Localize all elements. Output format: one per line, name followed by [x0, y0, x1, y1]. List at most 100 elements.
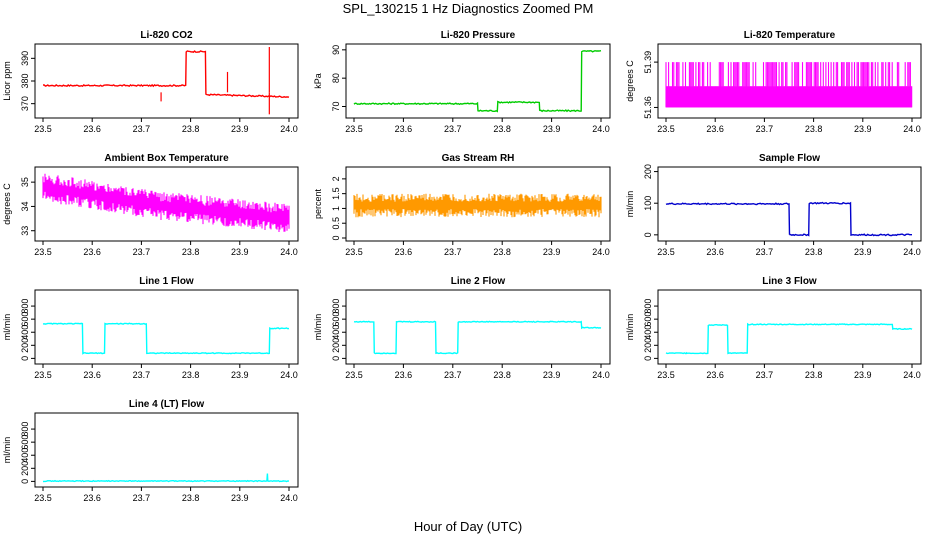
- y-tick-label: 90: [331, 45, 341, 55]
- y-axis-label: ml/min: [625, 314, 635, 341]
- y-tick-label: 200: [331, 338, 341, 353]
- x-tick-label: 23.6: [83, 493, 101, 503]
- x-tick-label: 23.6: [395, 247, 413, 257]
- figure-xlabel: Hour of Day (UTC): [414, 519, 522, 534]
- y-axis-label: kPa: [313, 73, 323, 89]
- series-line: [353, 49, 602, 113]
- y-tick-label: 0: [20, 479, 30, 484]
- x-tick-label: 23.5: [345, 370, 363, 380]
- panels-container: Li-820 CO2 23.5 23.6 23.7 23.8 23.9 24.0 370 380…: [2, 30, 922, 503]
- x-tick-label: 23.5: [34, 247, 52, 257]
- series-line: [665, 322, 913, 355]
- y-tick-label: 0: [331, 356, 341, 361]
- y-tick-label: 70: [331, 101, 341, 111]
- plot-frame: [34, 43, 299, 119]
- chart-panel-1: Li-820 CO2 23.5 23.6 23.7 23.8 23.9 24.0 370 380…: [2, 30, 299, 134]
- y-tick-label: 51.36: [643, 96, 653, 119]
- x-tick-label: 23.9: [231, 370, 249, 380]
- x-tick-label: 23.5: [657, 370, 675, 380]
- x-tick-label: 23.7: [444, 124, 462, 134]
- chart-title: Line 4 (LT) Flow: [129, 399, 205, 410]
- x-tick-label: 23.9: [231, 124, 249, 134]
- x-tick-label: 23.9: [231, 247, 249, 257]
- chart-title: Line 3 Flow: [762, 276, 817, 287]
- y-tick-label: 800: [20, 422, 30, 437]
- y-tick-label: 80: [331, 73, 341, 83]
- y-tick-label: 200: [643, 338, 653, 353]
- y-tick-label: 1: [331, 206, 341, 211]
- chart-title: Line 2 Flow: [451, 276, 506, 287]
- y-tick-label: 100: [643, 196, 653, 211]
- chart-panel-7: Line 1 Flow 23.5 23.6 23.7 23.8 23.9 24.0 0 2004…: [2, 276, 299, 380]
- series-line: [42, 473, 290, 483]
- x-tick-label: 23.6: [83, 370, 101, 380]
- x-tick-label: 23.5: [345, 124, 363, 134]
- x-tick-label: 23.8: [182, 370, 200, 380]
- y-axis-label: Licor ppm: [2, 61, 12, 101]
- x-tick-label: 23.5: [657, 124, 675, 134]
- x-tick-label: 23.5: [657, 247, 675, 257]
- x-tick-label: 23.6: [706, 370, 724, 380]
- plot-frame: [345, 166, 611, 242]
- y-tick-label: 390: [20, 51, 30, 66]
- x-tick-label: 24.0: [903, 370, 921, 380]
- y-tick-label: 600: [643, 312, 653, 327]
- chart-panel-4: Ambient Box Temperature 23.5 23.6 23.7 23.8 2…: [2, 153, 299, 257]
- plot-frame: [34, 166, 299, 242]
- y-axis-label: ml/min: [2, 314, 12, 341]
- y-tick-label: 1.5: [331, 187, 341, 200]
- x-tick-label: 23.7: [133, 247, 151, 257]
- x-tick-label: 24.0: [903, 247, 921, 257]
- x-tick-label: 23.9: [543, 370, 561, 380]
- series-line: [353, 320, 602, 355]
- y-tick-label: 0: [331, 235, 341, 240]
- y-axis-label: ml/min: [2, 437, 12, 464]
- y-tick-label: 800: [20, 299, 30, 314]
- series-line: [43, 50, 290, 99]
- plot-frame: [34, 412, 299, 488]
- x-tick-label: 23.9: [854, 247, 872, 257]
- x-tick-label: 23.6: [706, 247, 724, 257]
- y-tick-label: 2: [331, 176, 341, 181]
- x-tick-label: 23.7: [444, 370, 462, 380]
- chart-panel-8: Line 2 Flow 23.5 23.6 23.7 23.8 23.9 24.0 0 2004…: [313, 276, 611, 380]
- y-tick-label: 200: [643, 164, 653, 179]
- plot-frame: [345, 289, 611, 365]
- x-tick-label: 23.7: [133, 124, 151, 134]
- chart-title: Ambient Box Temperature: [104, 153, 229, 164]
- x-tick-label: 24.0: [280, 247, 298, 257]
- x-tick-label: 23.8: [182, 493, 200, 503]
- series-line: [42, 322, 290, 355]
- plot-frame: [657, 166, 922, 242]
- chart-panel-9: Line 3 Flow 23.5 23.6 23.7 23.8 23.9 24.0 0 2004…: [625, 276, 922, 380]
- chart-panel-10: Line 4 (LT) Flow 23.5 23.6 23.7 23.8 23.9 24.0…: [2, 399, 299, 503]
- x-tick-label: 23.8: [805, 247, 823, 257]
- chart-title: Li-820 Temperature: [744, 30, 836, 41]
- y-axis-label: ml/min: [625, 191, 635, 218]
- plot-frame: [657, 289, 922, 365]
- x-tick-label: 23.6: [83, 247, 101, 257]
- y-tick-label: 200: [20, 338, 30, 353]
- figure-title: SPL_130215 1 Hz Diagnostics Zoomed PM: [343, 1, 594, 16]
- series-line: [42, 173, 290, 232]
- y-tick-label: 0: [20, 356, 30, 361]
- x-tick-label: 23.5: [345, 247, 363, 257]
- y-tick-label: 400: [331, 325, 341, 340]
- plot-frame: [34, 289, 299, 365]
- y-tick-label: 200: [20, 461, 30, 476]
- x-tick-label: 23.6: [83, 124, 101, 134]
- y-axis-label: degrees C: [625, 60, 635, 102]
- y-tick-label: 600: [20, 312, 30, 327]
- chart-title: Li-820 CO2: [140, 30, 193, 41]
- chart-title: Li-820 Pressure: [441, 30, 516, 41]
- y-tick-label: 0: [643, 356, 653, 361]
- x-tick-label: 23.7: [756, 247, 774, 257]
- x-tick-label: 23.8: [493, 370, 511, 380]
- x-tick-label: 23.9: [543, 124, 561, 134]
- chart-title: Line 1 Flow: [139, 276, 194, 287]
- x-tick-label: 23.9: [854, 124, 872, 134]
- x-tick-label: 24.0: [280, 124, 298, 134]
- x-tick-label: 23.7: [133, 370, 151, 380]
- series-line: [665, 201, 912, 237]
- y-tick-label: 35: [20, 177, 30, 187]
